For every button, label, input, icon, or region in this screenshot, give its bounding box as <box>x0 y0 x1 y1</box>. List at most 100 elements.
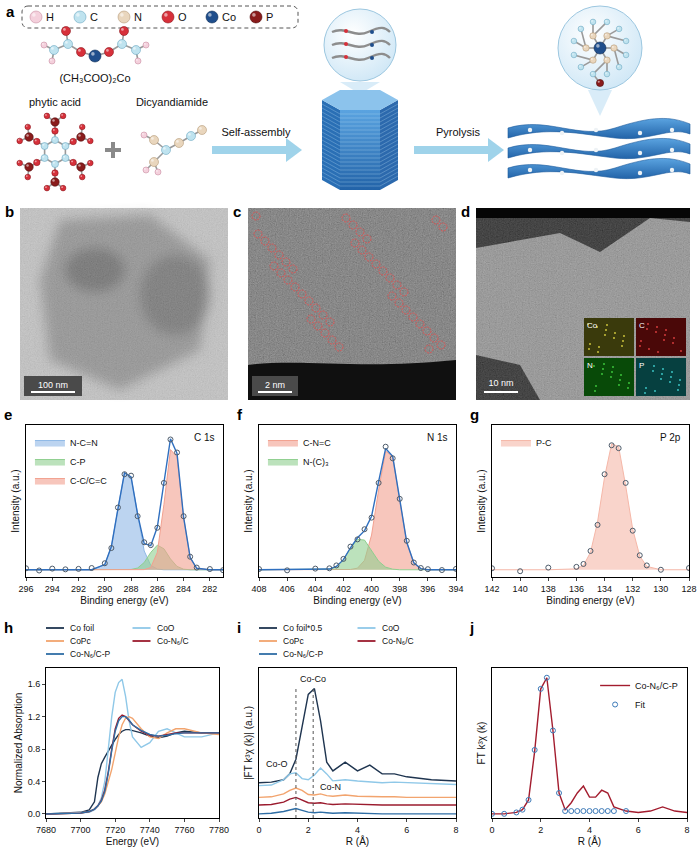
svg-text:C: C <box>639 321 645 330</box>
svg-text:Intensity (a.u.): Intensity (a.u.) <box>10 469 21 532</box>
svg-text:398: 398 <box>392 584 407 594</box>
svg-text:P-C: P-C <box>536 438 552 448</box>
svg-text:H: H <box>46 11 54 23</box>
svg-text:P: P <box>639 361 644 370</box>
svg-text:128: 128 <box>681 584 696 594</box>
svg-text:0.4: 0.4 <box>28 777 41 787</box>
svg-text:292: 292 <box>71 584 86 594</box>
svg-text:402: 402 <box>336 584 351 594</box>
svg-text:Co foil: Co foil <box>70 623 94 633</box>
svg-text:O: O <box>178 11 187 23</box>
svg-text:Co-N₆/C-P: Co-N₆/C-P <box>70 649 111 659</box>
svg-text:P: P <box>266 11 273 23</box>
svg-text:290: 290 <box>97 584 112 594</box>
svg-text:Co-O: Co-O <box>266 759 288 769</box>
svg-text:0: 0 <box>256 825 261 835</box>
svg-text:400: 400 <box>364 584 379 594</box>
svg-text:286: 286 <box>150 584 165 594</box>
svg-text:282: 282 <box>202 584 217 594</box>
svg-text:C-P: C-P <box>70 457 86 467</box>
svg-text:6: 6 <box>636 825 641 835</box>
svg-text:7780: 7780 <box>209 825 229 835</box>
svg-text:phytic acid: phytic acid <box>29 96 81 108</box>
svg-text:N-C=N: N-C=N <box>70 438 98 448</box>
svg-text:408: 408 <box>251 584 266 594</box>
svg-text:Co-N₆/C: Co-N₆/C <box>157 636 189 646</box>
svg-text:Co-N₆/C-P: Co-N₆/C-P <box>635 681 678 691</box>
svg-text:N-(C)₃: N-(C)₃ <box>303 457 329 467</box>
svg-text:7740: 7740 <box>140 825 160 835</box>
svg-text:7760: 7760 <box>174 825 194 835</box>
svg-text:Binding energy (eV): Binding energy (eV) <box>80 595 168 606</box>
svg-text:294: 294 <box>45 584 60 594</box>
svg-text:CoPc: CoPc <box>283 636 305 646</box>
svg-text:R (Å): R (Å) <box>578 835 601 847</box>
svg-text:296: 296 <box>18 584 33 594</box>
svg-text:0.0: 0.0 <box>28 809 41 819</box>
svg-text:CoO: CoO <box>382 623 400 633</box>
svg-text:Binding energy (eV): Binding energy (eV) <box>546 595 634 606</box>
svg-text:C 1s: C 1s <box>194 432 215 443</box>
svg-text:Dicyandiamide: Dicyandiamide <box>136 96 208 108</box>
svg-text:N: N <box>134 11 142 23</box>
svg-text:100 nm: 100 nm <box>38 380 68 390</box>
svg-text:CoO: CoO <box>157 623 175 633</box>
svg-text:Pyrolysis: Pyrolysis <box>436 126 481 138</box>
svg-text:Energy (eV): Energy (eV) <box>106 836 159 847</box>
svg-text:0: 0 <box>489 825 494 835</box>
svg-text:2: 2 <box>538 825 543 835</box>
svg-text:7700: 7700 <box>71 825 91 835</box>
svg-text:136: 136 <box>569 584 584 594</box>
svg-text:CoPc: CoPc <box>70 636 92 646</box>
svg-text:396: 396 <box>420 584 435 594</box>
svg-text:132: 132 <box>625 584 640 594</box>
svg-text:0.8: 0.8 <box>28 744 41 754</box>
svg-text:1.6: 1.6 <box>28 679 41 689</box>
svg-text:140: 140 <box>513 584 528 594</box>
svg-text:2 nm: 2 nm <box>265 380 285 390</box>
svg-text:Co-N₆/C: Co-N₆/C <box>382 636 414 646</box>
svg-text:10 nm: 10 nm <box>488 378 513 388</box>
svg-text:4: 4 <box>355 825 360 835</box>
svg-text:134: 134 <box>597 584 612 594</box>
svg-text:N 1s: N 1s <box>427 432 448 443</box>
svg-text:|FT k³χ (k)| (a.u.): |FT k³χ (k)| (a.u.) <box>243 706 254 780</box>
svg-text:8: 8 <box>684 825 689 835</box>
svg-text:Co-N: Co-N <box>320 782 341 792</box>
svg-text:C-N=C: C-N=C <box>303 438 331 448</box>
svg-text:138: 138 <box>541 584 556 594</box>
svg-text:394: 394 <box>448 584 463 594</box>
svg-text:6: 6 <box>404 825 409 835</box>
svg-text:130: 130 <box>653 584 668 594</box>
svg-text:1.2: 1.2 <box>28 712 41 722</box>
svg-text:Fit: Fit <box>635 700 645 710</box>
svg-text:Co-N₆/C-P: Co-N₆/C-P <box>283 649 324 659</box>
svg-text:284: 284 <box>176 584 191 594</box>
svg-text:Normalized Absorption: Normalized Absorption <box>13 693 24 794</box>
svg-text:288: 288 <box>124 584 139 594</box>
svg-text:Co: Co <box>587 321 598 330</box>
svg-text:4: 4 <box>587 825 592 835</box>
svg-text:N: N <box>587 361 593 370</box>
svg-text:Intensity (a.u.): Intensity (a.u.) <box>243 469 254 532</box>
svg-text:406: 406 <box>280 584 295 594</box>
svg-text:R (Å): R (Å) <box>346 835 369 847</box>
svg-text:C: C <box>90 11 98 23</box>
svg-text:C-C/C=C: C-C/C=C <box>70 476 107 486</box>
svg-text:P 2p: P 2p <box>660 432 681 443</box>
svg-text:Co-Co: Co-Co <box>300 674 326 684</box>
svg-text:Self-assembly: Self-assembly <box>221 126 291 138</box>
svg-text:142: 142 <box>484 584 499 594</box>
svg-text:Intensity (a.u.): Intensity (a.u.) <box>476 469 487 532</box>
svg-text:404: 404 <box>308 584 323 594</box>
svg-text:2: 2 <box>306 825 311 835</box>
svg-text:(CH₃COO)₂Co: (CH₃COO)₂Co <box>59 72 130 84</box>
svg-text:Co foil*0.5: Co foil*0.5 <box>283 623 322 633</box>
svg-text:FT k³χ (k): FT k³χ (k) <box>476 722 487 765</box>
svg-text:7680: 7680 <box>36 825 56 835</box>
svg-text:Binding energy (eV): Binding energy (eV) <box>313 595 401 606</box>
svg-text:Co: Co <box>222 11 236 23</box>
html-text:b: b <box>5 203 15 220</box>
svg-text:8: 8 <box>453 825 458 835</box>
svg-text:7720: 7720 <box>105 825 125 835</box>
